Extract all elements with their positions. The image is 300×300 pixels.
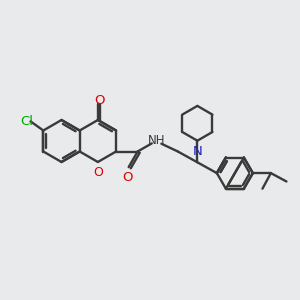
Text: Cl: Cl (21, 115, 34, 128)
Text: N: N (193, 145, 202, 158)
Text: O: O (94, 94, 104, 107)
Text: O: O (93, 166, 103, 179)
Text: NH: NH (148, 134, 165, 147)
Text: O: O (122, 171, 133, 184)
